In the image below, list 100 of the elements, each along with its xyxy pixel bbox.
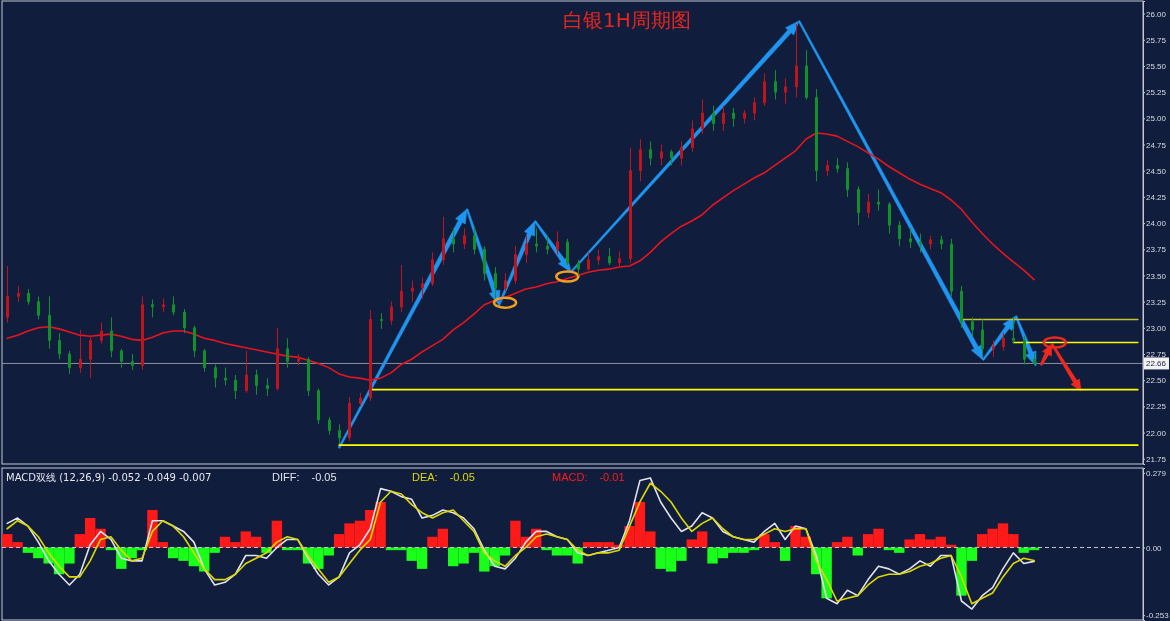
annotation: -0.05 [311,471,337,483]
candlestick [629,147,632,264]
candlestick [763,72,766,107]
y-tick-label: 0.00 [1146,543,1163,553]
candlestick [89,335,92,379]
candlestick [815,88,818,182]
candlestick [867,193,870,219]
candlestick [286,337,289,369]
candlestick [131,353,134,371]
candlestick [297,353,300,367]
candlestick [587,251,590,271]
y-tick-label: 23.25 [1146,297,1167,307]
y-tick-label: 0.279 [1146,468,1167,478]
y-tick-label: 25.25 [1146,88,1167,98]
candlestick [981,318,984,355]
candlestick [328,416,331,436]
candlestick [556,230,559,255]
candlestick [68,350,71,375]
series-label: DEA: [412,471,438,483]
candlestick [877,189,880,211]
candlestick [795,23,798,98]
candlestick [1023,335,1026,365]
candlestick [162,297,165,313]
candlestick [992,339,995,358]
candlestick [577,259,580,276]
candlestick [203,348,206,373]
candlestick [691,119,694,153]
line-series [6,132,1035,381]
candlestick [639,138,642,182]
candlestick [17,285,20,303]
candlestick [535,227,538,253]
candlestick [37,295,40,320]
candlestick [141,295,144,371]
candlestick [826,159,829,177]
y-tick-label: 23.50 [1146,271,1167,281]
candlestick [494,266,497,299]
candlestick [224,367,227,386]
ref-line-label: 22.66 [1146,359,1167,369]
y-tick-label: 25.75 [1146,35,1167,45]
y-tick-label: 23.75 [1146,245,1167,255]
y-tick-label: 26.00 [1146,9,1167,19]
y-tick-label: 23.00 [1146,323,1167,333]
candlestick [359,392,362,407]
y-tick-label: -0.253 [1146,611,1170,621]
y-tick-label: 22.00 [1146,428,1167,438]
y-tick-label: 22.25 [1146,402,1167,412]
candlestick [971,316,974,337]
text: MACD: [552,471,588,483]
candlestick [784,78,787,105]
candlestick [660,144,663,166]
candlestick [183,308,186,334]
candlestick [950,238,953,297]
bar [852,547,863,556]
y-tick-label: 24.25 [1146,192,1167,202]
candlestick [753,96,756,121]
candlestick [504,272,507,292]
candlestick [100,322,103,345]
annotation: -0.05 [449,471,475,483]
chart-title: 白银1H周期图 [563,8,691,32]
y-tick-label: 24.75 [1146,140,1167,150]
candlestick [400,264,403,313]
candlestick [431,251,434,287]
candlestick [120,348,123,369]
candlestick [909,227,912,249]
candlestick [608,247,611,266]
candlestick [566,238,569,266]
candlestick [245,350,248,394]
candlestick [701,98,704,135]
y-tick-label: 22.50 [1146,376,1167,386]
candlestick [732,107,735,128]
candlestick [390,301,393,326]
annotation: MACD双线 (12,26,9) -0.052 -0.049 -0.007 [6,472,212,483]
candlestick [898,220,901,247]
candlestick [463,227,466,250]
candlestick [712,105,715,132]
candlestick [234,374,237,400]
candlestick [27,288,30,306]
annotation: -0.01 [599,471,625,483]
candlestick [774,69,777,100]
candlestick [266,377,269,397]
bar [779,547,791,561]
candlestick [846,161,849,198]
candlestick [214,363,217,389]
candlestick [421,277,424,299]
candlestick [151,299,154,318]
candlestick [514,245,517,285]
candlestick [483,245,486,282]
candlestick [525,235,528,264]
candlestick [473,226,476,255]
candlestick [48,295,51,350]
candlestick [805,49,808,100]
candlestick [929,235,932,250]
y-tick-label: 22.75 [1146,350,1167,360]
candlestick [79,329,82,374]
candlestick [722,105,725,132]
y-tick-label: 24.00 [1146,219,1167,229]
candlestick [411,280,414,303]
candlestick [649,140,652,166]
y-tick-label: 25.50 [1146,62,1167,72]
candlestick [452,227,455,253]
